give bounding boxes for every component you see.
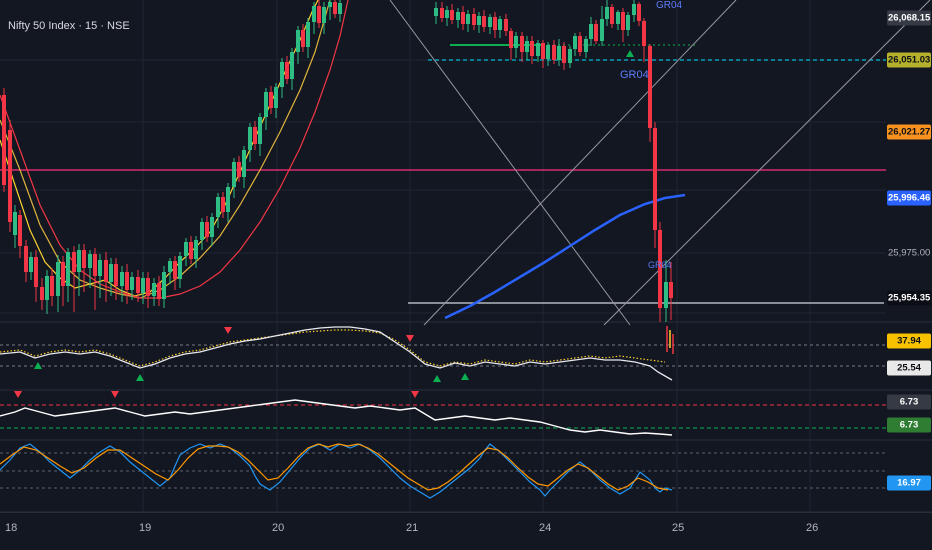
time-axis-label: 25 bbox=[672, 522, 685, 534]
yellow-fast-ma bbox=[0, 0, 319, 297]
overlay-and-indicator-lines bbox=[0, 0, 931, 499]
pane-dividers bbox=[0, 321, 932, 513]
grid-lines bbox=[0, 0, 886, 512]
pane3-orange-stochastic bbox=[0, 443, 669, 491]
buy-arrow-icon bbox=[136, 374, 144, 381]
diagonal-trendline-down bbox=[389, 0, 631, 326]
sell-arrow-icon bbox=[111, 391, 119, 398]
buy-arrow-icon bbox=[433, 375, 441, 382]
pane2-white-line bbox=[0, 399, 673, 436]
alert-spikes bbox=[666, 326, 674, 354]
price-label-badge: 25.54 bbox=[887, 360, 931, 376]
time-axis-label: 24 bbox=[539, 522, 552, 534]
time-axis-label: 19 bbox=[139, 522, 152, 534]
chart-text-labels: GR04 GR04 GR04 bbox=[620, 0, 683, 270]
buy-arrow-icon bbox=[34, 362, 42, 369]
price-label-badge: 37.94 bbox=[887, 333, 931, 349]
price-label-badge: 26,068.15 bbox=[887, 10, 931, 26]
diagonal-trendline-up-1 bbox=[423, 0, 737, 326]
price-label-badge: 6.73 bbox=[887, 417, 931, 433]
buy-arrow-icon bbox=[626, 50, 634, 57]
time-axis[interactable]: 18 19 20 21 24 25 26 bbox=[0, 512, 932, 550]
sell-arrow-icon bbox=[411, 391, 419, 398]
price-label-badge: 26,051.03 bbox=[887, 52, 931, 68]
blue-moving-average bbox=[444, 193, 686, 320]
pane1-yellow-oscillator bbox=[0, 329, 666, 367]
price-axis-label: 25,975.00 bbox=[888, 247, 931, 259]
time-axis-label: 18 bbox=[5, 522, 18, 534]
price-label-badge: 16.97 bbox=[887, 475, 931, 491]
price-label-badge: 26,021.27 bbox=[887, 124, 931, 140]
price-label-badge: 25,996.46 bbox=[887, 190, 931, 206]
pane1-white-oscillator bbox=[0, 326, 673, 381]
price-label-badge: 25,954.35 bbox=[887, 290, 931, 306]
price-label-badge: 6.73 bbox=[887, 394, 931, 410]
signal-arrows bbox=[14, 50, 634, 398]
sell-arrow-icon bbox=[224, 327, 232, 334]
candlesticks bbox=[2, 0, 673, 322]
symbol-title[interactable]: Nifty 50 Index · 15 · NSE bbox=[8, 20, 130, 32]
chart-annotation-label: GR04 bbox=[648, 260, 672, 270]
chart-annotation-label: GR04 bbox=[620, 69, 649, 81]
price-axis[interactable]: 26,068.15 26,051.03 26,021.27 25,996.46 25,9… bbox=[886, 0, 932, 512]
diagonal-trendline-up-2 bbox=[603, 0, 931, 326]
time-axis-label: 21 bbox=[406, 522, 419, 534]
red-slow-ma bbox=[0, 0, 349, 299]
time-axis-label: 20 bbox=[272, 522, 285, 534]
sell-arrow-icon bbox=[406, 335, 414, 342]
chart-annotation-label: GR04 bbox=[656, 0, 683, 11]
buy-arrow-icon bbox=[461, 373, 469, 380]
sell-arrow-icon bbox=[14, 391, 22, 398]
time-axis-label: 26 bbox=[806, 522, 819, 534]
